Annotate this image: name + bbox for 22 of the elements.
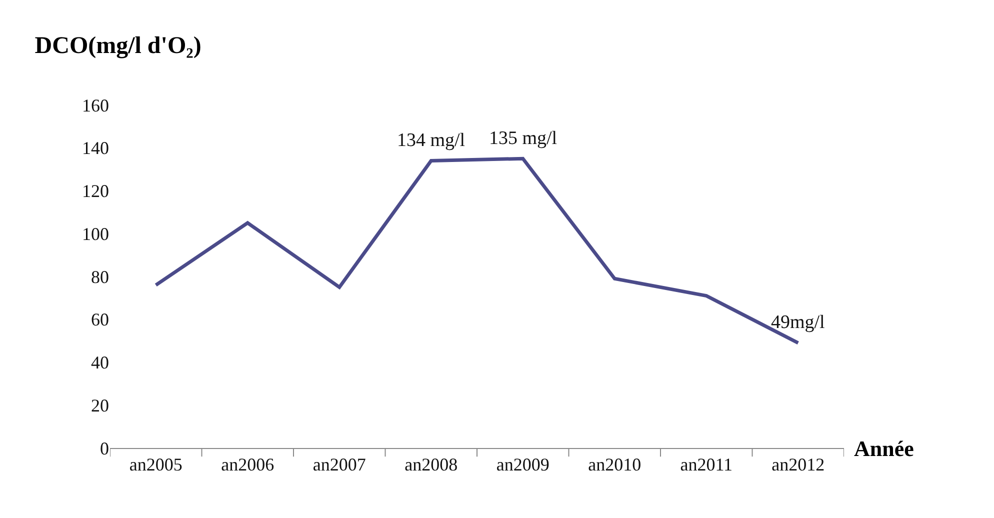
x-tick-label: an2005 [129, 454, 182, 475]
x-tick-label: an2009 [496, 454, 550, 475]
x-tick-label: an2006 [221, 454, 274, 475]
y-tick-label: 20 [91, 395, 109, 416]
y-tick-label: 0 [100, 438, 109, 458]
x-tick-label: an2010 [588, 454, 642, 475]
y-tick-label: 120 [82, 181, 109, 202]
y-tick-label: 160 [82, 95, 109, 116]
y-tick-label: 80 [91, 266, 109, 287]
annotation: 135 mg/l [489, 128, 558, 149]
y-tick-label: 40 [91, 352, 109, 373]
y-tick-label: 140 [82, 138, 109, 158]
x-tick-label: an2007 [312, 454, 366, 475]
chart-title: DCO(mg/l d'O₂) [34, 33, 202, 60]
x-tick-label: an2012 [772, 454, 825, 475]
x-tick-label: an2011 [680, 454, 733, 475]
annotation: 134 mg/l [397, 130, 466, 151]
x-axis-title: Année [854, 436, 914, 461]
y-tick-label: 100 [82, 224, 109, 244]
x-tick-label: an2008 [404, 454, 458, 475]
annotation: 49mg/l [771, 312, 825, 333]
y-tick-label: 60 [91, 310, 109, 330]
